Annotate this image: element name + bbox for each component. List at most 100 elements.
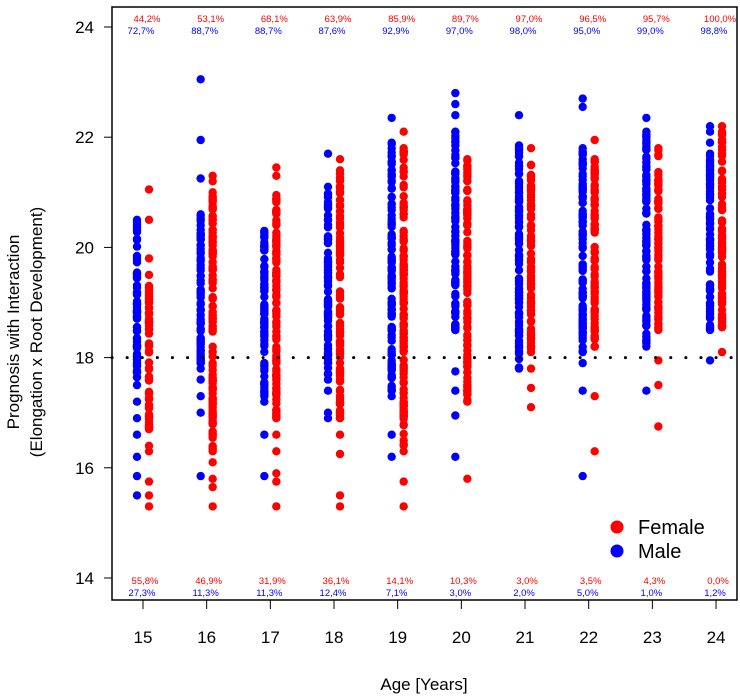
point-female — [717, 266, 727, 276]
point-male — [514, 364, 524, 373]
point-male — [578, 102, 587, 112]
point-male — [578, 327, 587, 337]
point-male — [705, 325, 715, 335]
point-female — [272, 317, 281, 326]
point-female — [335, 367, 345, 376]
point-male — [260, 397, 269, 406]
point-male — [196, 342, 205, 352]
point-female — [590, 186, 599, 196]
point-female — [399, 502, 408, 511]
point-male — [196, 364, 205, 373]
point-female — [590, 162, 599, 172]
point-female — [272, 258, 281, 267]
point-female — [144, 339, 154, 348]
point-male — [132, 258, 142, 267]
point-female — [654, 176, 663, 185]
point-female — [208, 265, 217, 275]
point-male — [387, 297, 396, 307]
point-female — [590, 447, 599, 456]
point-female — [399, 167, 408, 176]
x-tick-label: 22 — [579, 628, 598, 647]
point-female — [654, 325, 663, 335]
point-female — [399, 228, 408, 237]
point-male — [451, 452, 460, 461]
point-female — [208, 324, 217, 333]
point-male — [642, 254, 651, 263]
point-female — [144, 254, 154, 263]
point-female — [144, 425, 154, 434]
point-male — [387, 282, 396, 291]
point-male — [196, 306, 205, 315]
point-male — [514, 291, 524, 300]
point-female — [272, 399, 281, 408]
point-female — [208, 232, 217, 241]
point-male — [132, 223, 142, 232]
point-male — [323, 223, 333, 232]
point-male — [705, 244, 715, 254]
point-male — [323, 334, 333, 344]
point-female — [399, 378, 408, 387]
point-male — [132, 471, 142, 481]
point-male — [642, 230, 651, 239]
point-female — [144, 325, 154, 334]
bottom-pct-female: 10,3% — [450, 576, 477, 587]
point-female — [208, 257, 217, 267]
x-tick-label: 21 — [516, 628, 535, 647]
top-pct-male: 99,0% — [637, 26, 664, 37]
point-female — [526, 225, 536, 235]
point-male — [451, 257, 460, 266]
point-female — [399, 244, 408, 253]
point-female — [272, 342, 281, 352]
point-male — [642, 127, 651, 136]
point-female — [590, 262, 599, 272]
bottom-pct-male: 1,0% — [641, 588, 663, 599]
point-male — [196, 324, 205, 333]
point-male — [451, 300, 460, 309]
point-male — [705, 127, 715, 136]
point-male — [578, 194, 587, 203]
point-male — [578, 231, 587, 241]
point-male — [387, 392, 396, 401]
point-female — [399, 414, 408, 423]
point-male — [323, 204, 333, 213]
point-female — [208, 433, 217, 442]
point-female — [144, 310, 154, 319]
bottom-pct-female: 3,0% — [516, 576, 538, 587]
point-male — [451, 289, 460, 298]
point-female — [526, 364, 536, 373]
point-female — [335, 270, 345, 279]
point-female — [144, 372, 154, 382]
point-female — [590, 306, 599, 315]
point-male — [132, 215, 142, 224]
point-female — [717, 295, 727, 304]
point-male — [260, 339, 269, 349]
point-female — [717, 185, 727, 194]
point-male — [196, 392, 205, 401]
point-male — [451, 386, 460, 395]
point-female — [335, 310, 345, 319]
point-female — [463, 397, 472, 406]
point-male — [387, 171, 396, 181]
point-female — [463, 219, 472, 228]
point-female — [208, 204, 217, 213]
point-male — [451, 214, 460, 223]
point-female — [208, 418, 217, 428]
point-female — [654, 221, 663, 230]
point-female — [272, 163, 281, 172]
point-male — [451, 204, 460, 214]
point-female — [144, 477, 154, 486]
point-male — [132, 299, 142, 308]
top-pct-male: 98,0% — [510, 26, 537, 37]
point-female — [335, 430, 345, 439]
point-male — [578, 158, 587, 167]
bottom-pct-male: 1,2% — [704, 588, 726, 599]
point-male — [387, 233, 396, 243]
point-female — [463, 168, 472, 177]
point-female — [208, 373, 217, 382]
point-female — [590, 211, 599, 220]
y-axis-title-line1: Prognosis with Interaction — [4, 235, 23, 430]
point-male — [705, 190, 715, 199]
point-male — [578, 94, 587, 103]
point-male — [642, 283, 651, 292]
